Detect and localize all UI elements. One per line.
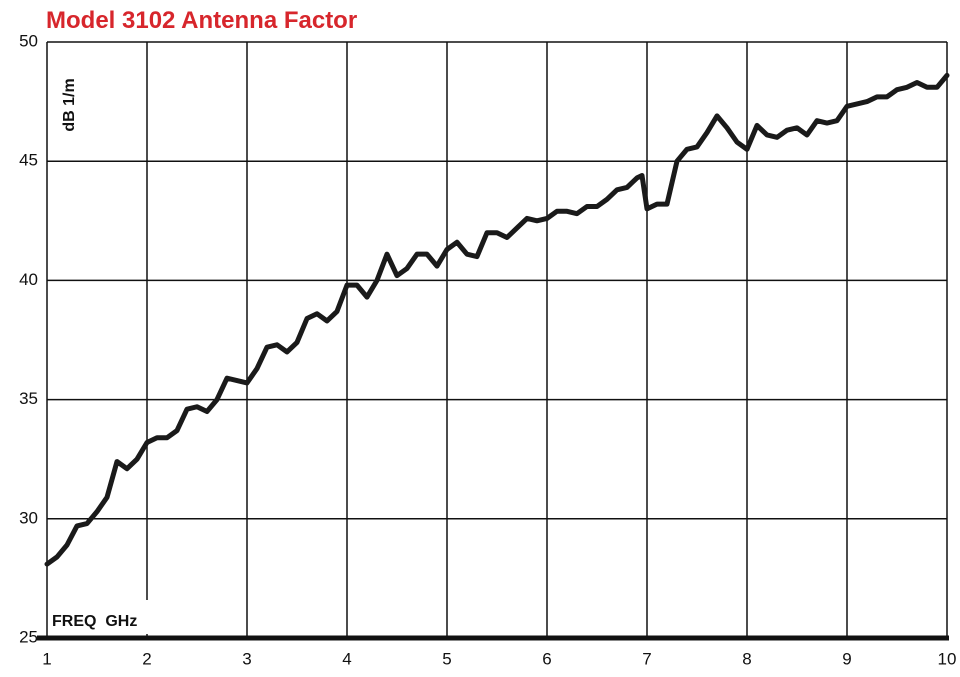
chart-title: Model 3102 Antenna Factor bbox=[46, 7, 357, 34]
x-tick-label: 1 bbox=[42, 649, 51, 668]
y-tick-label: 30 bbox=[19, 508, 38, 527]
y-tick-label: 25 bbox=[19, 627, 38, 646]
x-tick-label: 5 bbox=[442, 649, 451, 668]
x-tick-label: 9 bbox=[842, 649, 851, 668]
x-tick-label: 10 bbox=[938, 649, 957, 668]
x-tick-label: 8 bbox=[742, 649, 751, 668]
label-background bbox=[50, 600, 160, 634]
y-axis-label: dB 1/m bbox=[61, 78, 78, 131]
x-tick-label: 2 bbox=[142, 649, 151, 668]
x-axis-label: FREQ GHz bbox=[52, 613, 137, 630]
x-tick-label: 7 bbox=[642, 649, 651, 668]
data-line bbox=[44, 72, 950, 567]
y-tick-label: 45 bbox=[19, 151, 38, 170]
x-tick-label: 3 bbox=[242, 649, 251, 668]
y-tick-label: 50 bbox=[19, 31, 38, 50]
x-tick-label: 4 bbox=[342, 649, 351, 668]
x-tick-label: 6 bbox=[542, 649, 551, 668]
y-tick-label: 35 bbox=[19, 389, 38, 408]
y-tick-label: 40 bbox=[19, 270, 38, 289]
